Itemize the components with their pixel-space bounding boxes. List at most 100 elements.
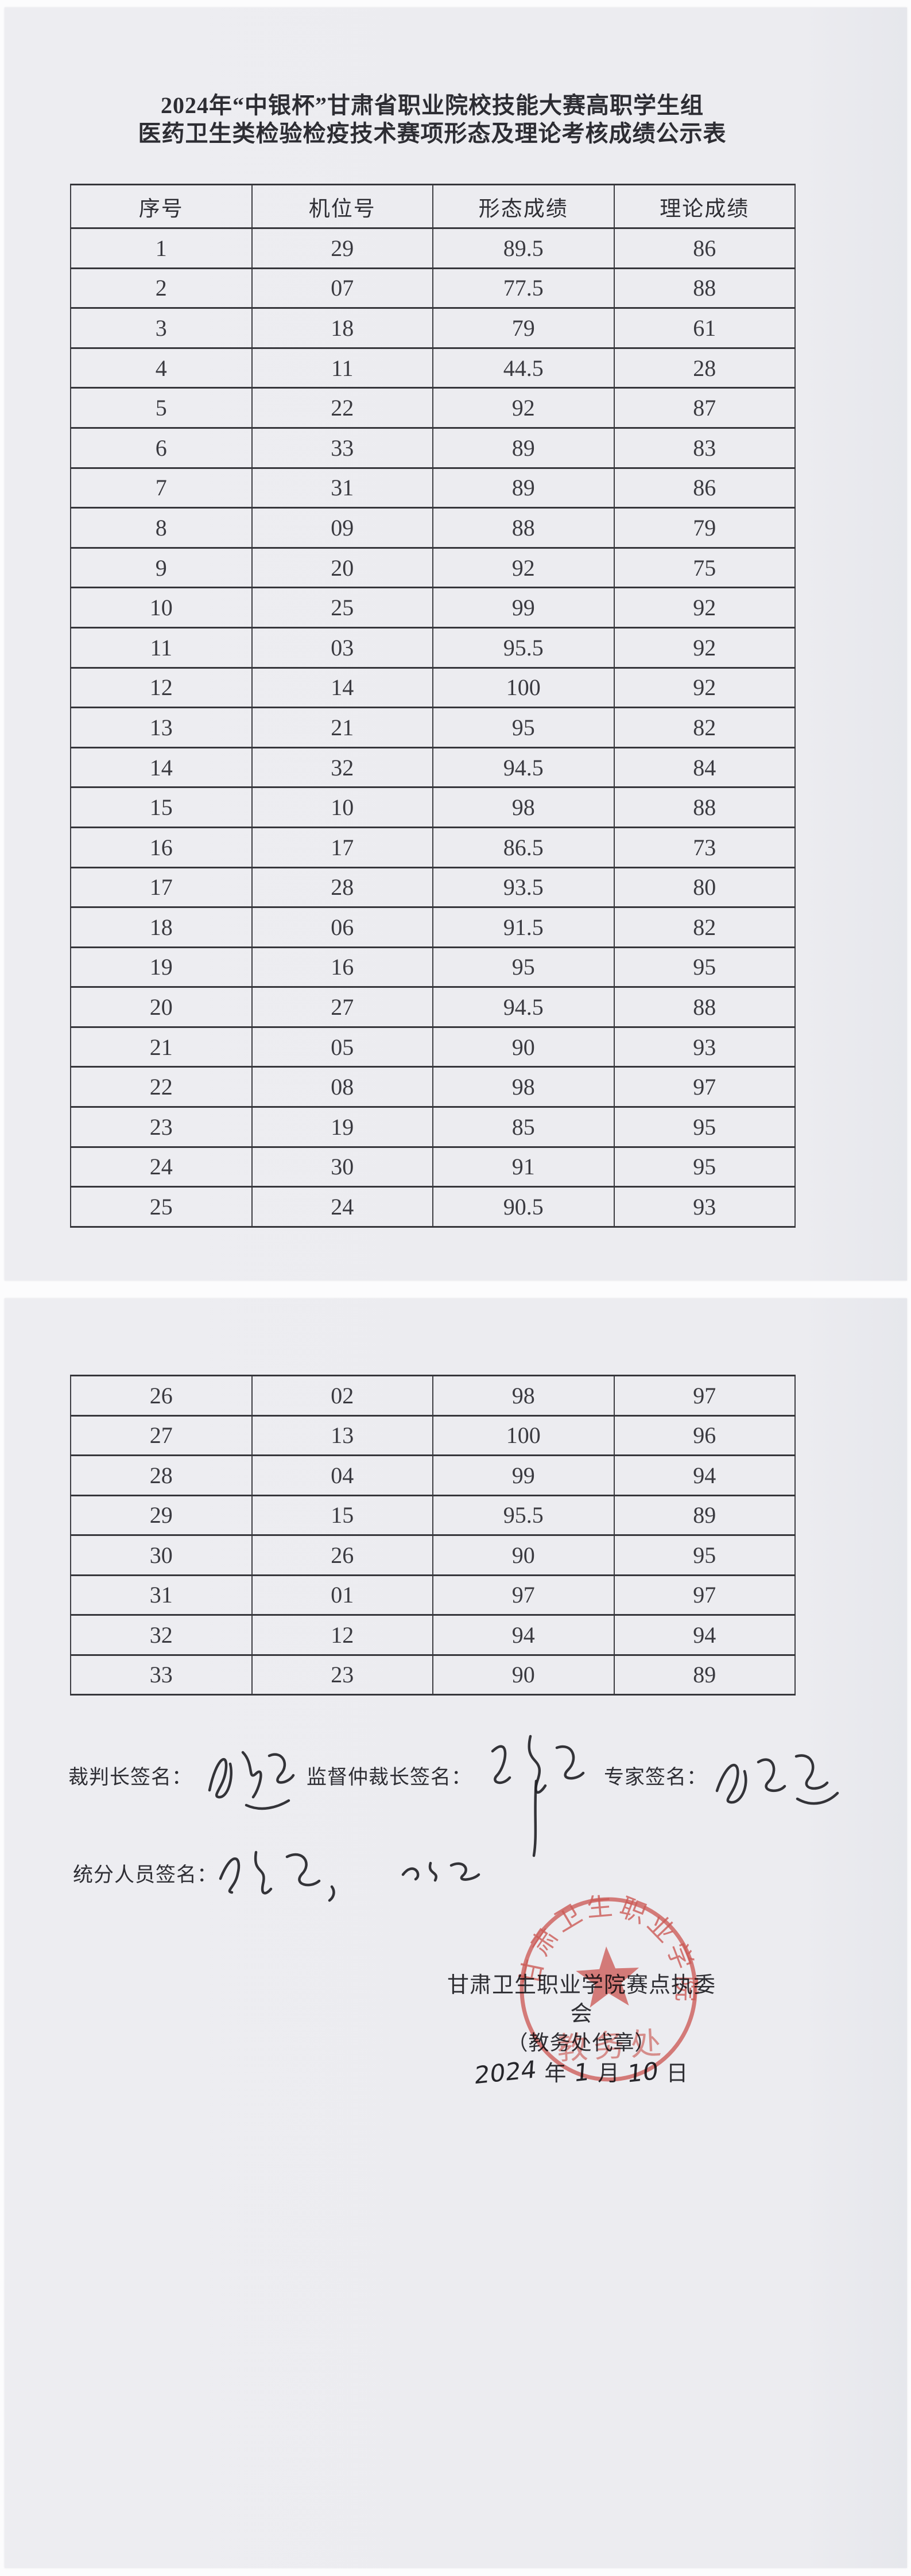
theory-score-cell: 95 <box>613 1106 796 1148</box>
table-row: 19 16 95 95 <box>70 946 796 988</box>
day-label: 日 <box>666 2062 688 2086</box>
table-row: 10 25 99 92 <box>70 587 796 629</box>
scorer-signature-label: 统分人员签名： <box>73 1864 218 1886</box>
theory-score-cell: 79 <box>613 507 796 549</box>
theory-score-cell: 93 <box>613 1186 796 1228</box>
table-row: 21 05 90 93 <box>70 1026 796 1068</box>
morphology-score-cell: 90 <box>432 1026 615 1068</box>
table-row: 8 09 88 79 <box>70 507 796 549</box>
seq-cell: 6 <box>70 426 253 469</box>
seq-cell: 24 <box>70 1146 253 1188</box>
station-cell: 22 <box>251 387 433 429</box>
seq-cell: 5 <box>70 387 253 429</box>
table-row: 31 01 97 97 <box>70 1574 796 1616</box>
morphology-score-cell: 94.5 <box>432 746 615 789</box>
theory-score-cell: 61 <box>613 307 796 349</box>
station-cell: 29 <box>251 227 433 269</box>
theory-score-cell: 88 <box>613 786 796 828</box>
theory-score-cell: 95 <box>613 1146 796 1188</box>
theory-score-cell: 95 <box>613 946 796 988</box>
seq-cell: 25 <box>70 1186 253 1228</box>
station-cell: 05 <box>251 1026 433 1068</box>
station-cell: 25 <box>251 587 433 629</box>
arbiter-handwritten-signature <box>491 1735 585 1857</box>
theory-score-cell: 93 <box>613 1026 796 1068</box>
station-cell: 26 <box>251 1534 433 1576</box>
table-row: 33 23 90 89 <box>70 1654 796 1696</box>
morphology-score-cell: 90 <box>432 1534 615 1576</box>
station-cell: 18 <box>251 307 433 349</box>
expert-signature-label: 专家签名： <box>604 1766 708 1789</box>
date-line: 2024 年 1 月 10 日 <box>447 2055 716 2090</box>
referee-handwritten-signature <box>208 1751 295 1810</box>
theory-score-cell: 97 <box>613 1066 796 1108</box>
theory-score-cell: 92 <box>613 626 796 669</box>
seq-cell: 11 <box>70 626 253 669</box>
month-label: 月 <box>598 2062 620 2086</box>
table-row: 29 15 95.5 89 <box>70 1494 796 1536</box>
table-row: 23 19 85 95 <box>70 1106 796 1148</box>
seq-cell: 30 <box>70 1534 253 1576</box>
header-station: 机位号 <box>251 184 433 229</box>
station-cell: 03 <box>251 626 433 669</box>
table-row: 5 22 92 87 <box>70 387 796 429</box>
table-row: 24 30 91 95 <box>70 1146 796 1188</box>
header-seq: 序号 <box>70 184 253 229</box>
station-cell: 09 <box>251 507 433 549</box>
seal-note-line: （教务处代章） <box>507 2031 656 2054</box>
morphology-score-cell: 98 <box>432 1066 615 1108</box>
morphology-score-cell: 99 <box>432 1454 615 1496</box>
seq-cell: 4 <box>70 347 253 389</box>
seq-cell: 1 <box>70 227 253 269</box>
table-row: 13 21 95 82 <box>70 707 796 748</box>
morphology-score-cell: 95 <box>432 707 615 748</box>
morphology-score-cell: 98 <box>432 786 615 828</box>
morphology-score-cell: 90.5 <box>432 1186 615 1228</box>
expert-handwritten-signature <box>715 1754 839 1805</box>
morphology-score-cell: 88 <box>432 507 615 549</box>
seq-cell: 7 <box>70 467 253 509</box>
station-cell: 20 <box>251 546 433 589</box>
station-cell: 13 <box>251 1414 433 1456</box>
table-row: 4 11 44.5 28 <box>70 347 796 389</box>
theory-score-cell: 94 <box>613 1614 796 1656</box>
station-cell: 32 <box>251 746 433 789</box>
theory-score-cell: 73 <box>613 826 796 868</box>
theory-score-cell: 92 <box>613 666 796 709</box>
seq-cell: 26 <box>70 1375 253 1417</box>
organizer-line: 甘肃卫生职业学院赛点执委会 <box>447 1973 716 2026</box>
morphology-score-cell: 99 <box>432 587 615 629</box>
handwritten-year: 2024 <box>474 2055 538 2090</box>
morphology-score-cell: 77.5 <box>432 267 615 309</box>
station-cell: 07 <box>251 267 433 309</box>
morphology-score-cell: 90 <box>432 1654 615 1696</box>
theory-score-cell: 95 <box>613 1534 796 1576</box>
station-cell: 16 <box>251 946 433 988</box>
scorer-handwritten-signature-2 <box>401 1861 480 1882</box>
station-cell: 01 <box>251 1574 433 1616</box>
document-page-2: 26 02 98 97 27 13 100 96 28 04 99 94 <box>5 1298 907 2568</box>
table-row: 3 18 79 61 <box>70 307 796 349</box>
station-cell: 28 <box>251 866 433 909</box>
handwritten-month: 1 <box>573 2057 591 2088</box>
morphology-score-cell: 85 <box>432 1106 615 1148</box>
morphology-score-cell: 97 <box>432 1574 615 1616</box>
theory-score-cell: 83 <box>613 426 796 469</box>
theory-score-cell: 75 <box>613 546 796 589</box>
morphology-score-cell: 92 <box>432 387 615 429</box>
station-cell: 21 <box>251 707 433 748</box>
station-cell: 04 <box>251 1454 433 1496</box>
theory-score-cell: 82 <box>613 906 796 948</box>
table-row: 6 33 89 83 <box>70 426 796 469</box>
seq-cell: 20 <box>70 986 253 1028</box>
table-row: 20 27 94.5 88 <box>70 986 796 1028</box>
title-line-1: 2024年“中银杯”甘肃省职业院校技能大赛高职学生组 <box>161 92 704 118</box>
year-label: 年 <box>544 2062 567 2086</box>
table-row: 18 06 91.5 82 <box>70 906 796 948</box>
document-page-1: 2024年“中银杯”甘肃省职业院校技能大赛高职学生组 医药卫生类检验检疫技术赛项… <box>5 7 907 1281</box>
scorer-handwritten-signature-1 <box>219 1850 335 1902</box>
morphology-score-cell: 95.5 <box>432 626 615 669</box>
header-theory-score: 理论成绩 <box>613 184 796 229</box>
station-cell: 27 <box>251 986 433 1028</box>
